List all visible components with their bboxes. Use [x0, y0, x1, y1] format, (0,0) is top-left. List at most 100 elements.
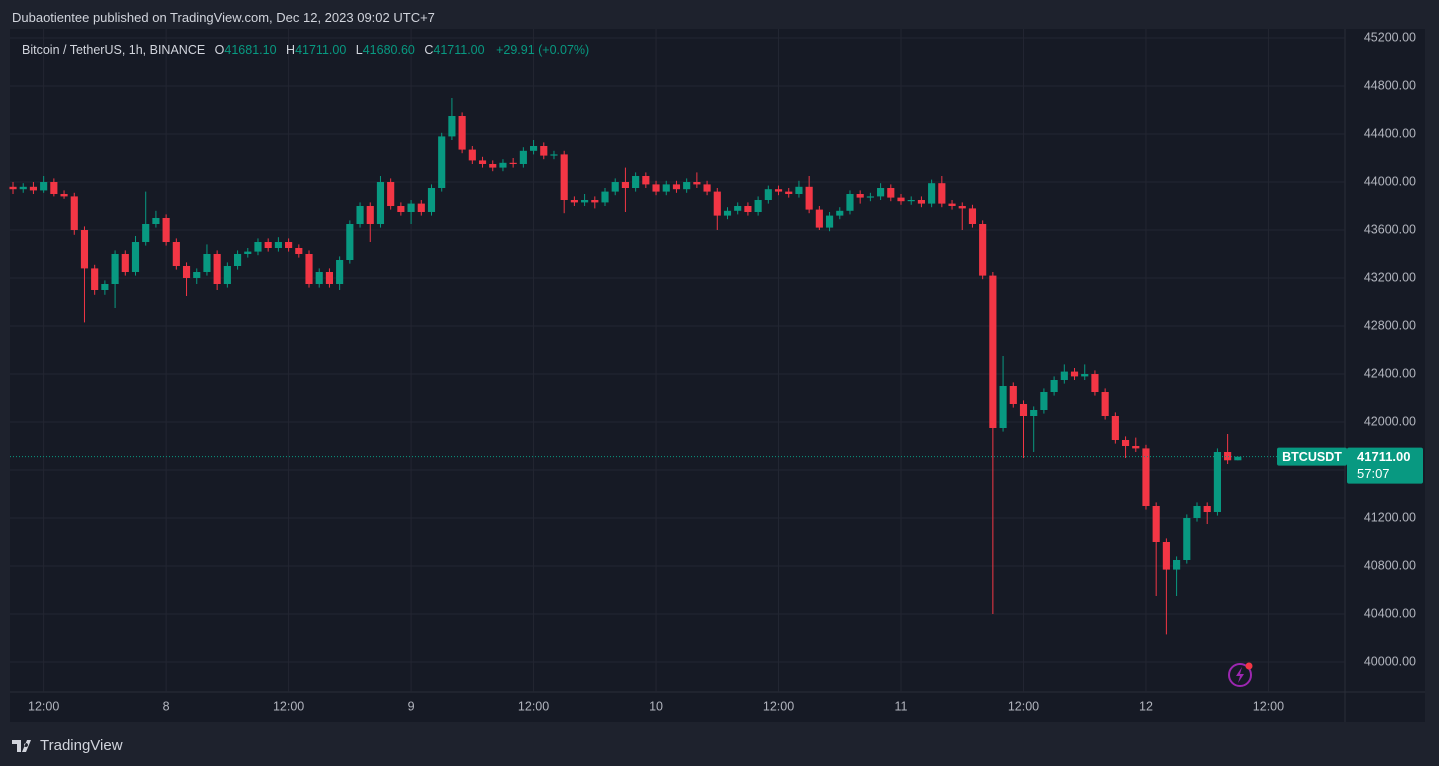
candle-body: [856, 194, 864, 198]
candle-body: [979, 224, 987, 276]
publisher-line: Dubaotientee published on TradingView.co…: [12, 10, 435, 25]
candle-body: [387, 182, 395, 206]
x-tick-label: 11: [895, 699, 908, 713]
candle-body: [570, 200, 578, 203]
candle-body: [805, 186, 813, 210]
candle-body: [723, 210, 732, 216]
candle-body: [846, 194, 854, 211]
candle-body: [795, 186, 803, 194]
candle-body: [70, 196, 78, 230]
chart-area: [10, 29, 1425, 722]
brand-name: TradingView: [40, 737, 123, 754]
countdown: 57:07: [1357, 466, 1390, 481]
candle-body: [1132, 446, 1140, 449]
price-tag-label: 41711.00: [1357, 449, 1411, 464]
candle-body: [376, 182, 385, 224]
y-tick-label: 44400.00: [1364, 126, 1416, 140]
legend-l-label: L: [356, 43, 363, 57]
x-tick-label: 12:00: [28, 699, 59, 713]
candle-body: [1040, 392, 1048, 410]
legend-line: Bitcoin / TetherUS, 1h, BINANCE O41681.1…: [22, 43, 589, 57]
candle-body: [866, 196, 874, 198]
candle-body: [1019, 404, 1028, 416]
candle-body: [142, 224, 150, 242]
symbol-tag-label: BTCUSDT: [1282, 450, 1342, 464]
candle-body: [785, 191, 793, 194]
y-tick-label: 42800.00: [1364, 318, 1416, 332]
candle-body: [285, 242, 293, 248]
candle-body: [774, 189, 783, 192]
candle-body: [1111, 416, 1119, 440]
x-tick-label: 12:00: [273, 699, 304, 713]
candle-body: [19, 186, 27, 190]
alert-icon[interactable]: [1228, 662, 1253, 687]
candle-body: [744, 206, 752, 212]
candle-body: [560, 154, 568, 200]
candle-body: [938, 183, 946, 204]
candle-body: [989, 275, 997, 428]
candle-body: [203, 254, 211, 272]
x-tick-label: 12:00: [763, 699, 794, 713]
y-tick-label: 42400.00: [1364, 366, 1416, 380]
candle-body: [1142, 448, 1150, 506]
legend-c-label: C: [424, 43, 433, 57]
candle-body: [550, 154, 558, 156]
candle-body: [182, 266, 191, 278]
candle-body: [968, 208, 977, 224]
candle-body: [999, 386, 1007, 428]
legend-c: 41711.00: [433, 43, 484, 57]
candle-body: [652, 184, 660, 192]
candle-body: [1234, 456, 1242, 461]
candle-body: [111, 254, 119, 284]
candle-body: [601, 191, 609, 203]
candle-body: [295, 248, 303, 254]
candle-body: [366, 206, 374, 224]
legend-o-label: O: [215, 43, 225, 57]
candle-body: [703, 184, 711, 192]
y-tick-label: 40000.00: [1364, 654, 1416, 668]
candle-body: [40, 182, 48, 191]
candle-body: [254, 242, 262, 252]
legend-symbol: Bitcoin / TetherUS, 1h, BINANCE: [22, 43, 205, 57]
candle-body: [325, 272, 334, 284]
candle-body: [101, 284, 109, 290]
y-tick-label: 44000.00: [1364, 174, 1416, 188]
candle-body: [29, 186, 38, 191]
candle-body: [1162, 542, 1170, 570]
candle-body: [264, 242, 272, 248]
y-tick-label: 43200.00: [1364, 270, 1416, 284]
candle-body: [836, 210, 844, 216]
y-tick-label: 40800.00: [1364, 558, 1416, 572]
price-tag: [1347, 447, 1423, 484]
symbol-tag: [1277, 447, 1347, 466]
candle-body: [1121, 440, 1130, 446]
candle-body: [458, 116, 466, 150]
candle-body: [917, 200, 925, 204]
candle-body: [91, 268, 99, 290]
candle-body: [1193, 506, 1201, 518]
candle-body: [336, 260, 344, 284]
candle-body: [1060, 371, 1068, 380]
legend-change: +29.91 (+0.07%): [496, 43, 589, 57]
candle-body: [80, 230, 89, 269]
candle-body: [172, 242, 180, 266]
candle-body: [540, 146, 548, 156]
x-tick-label: 12:00: [1253, 699, 1284, 713]
candle-body: [825, 215, 834, 228]
x-tick-label: 12: [1139, 699, 1153, 713]
candle-body: [877, 188, 885, 197]
candle-body: [1224, 452, 1232, 461]
candle-body: [815, 209, 823, 228]
candle-body: [1101, 392, 1109, 416]
candle-body: [632, 176, 640, 188]
brand: TradingView: [12, 737, 123, 754]
candle-body: [611, 182, 619, 192]
y-tick-label: 45200.00: [1364, 30, 1416, 44]
y-tick-label: 43600.00: [1364, 222, 1416, 236]
candle-body: [713, 191, 721, 216]
x-tick-label: 12:00: [1008, 699, 1039, 713]
candle-body: [1081, 374, 1089, 377]
candle-body: [887, 188, 895, 198]
